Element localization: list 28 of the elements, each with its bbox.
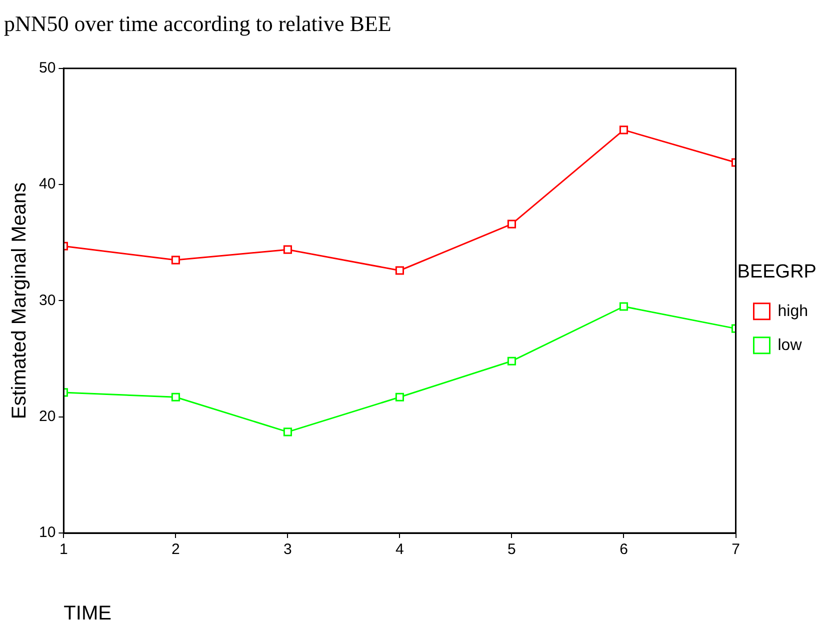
point [507, 220, 516, 228]
x-tick-label: 6 [620, 541, 628, 558]
legend-title: BEEGRP [737, 261, 816, 282]
legend-label: low [778, 336, 802, 354]
y-tick-label: 40 [38, 176, 56, 193]
point [395, 392, 404, 402]
point [283, 245, 292, 254]
y-axis-title: Estimated Marginal Means [8, 182, 31, 420]
x-tick-label: 4 [396, 541, 404, 558]
point [171, 256, 180, 264]
point [619, 126, 628, 134]
chart-title: pNN50 over time according to relative BEE [4, 10, 392, 36]
x-tick-label: 5 [508, 541, 516, 558]
point [171, 392, 180, 402]
x-axis-title: TIME [64, 602, 112, 625]
y-tick-label: 50 [38, 60, 56, 77]
x-tick-label: 2 [172, 541, 180, 558]
y-tick-label: 30 [38, 292, 56, 309]
point [619, 302, 628, 311]
y-tick-label: 10 [38, 524, 56, 542]
x-tick-label: 3 [284, 541, 292, 558]
point [283, 428, 292, 436]
x-tick-label: 1 [60, 541, 68, 558]
x-tick-label: 7 [732, 541, 740, 558]
point [395, 266, 404, 275]
point [507, 356, 516, 366]
legend-label: high [778, 302, 808, 320]
y-tick-label: 20 [38, 408, 56, 425]
